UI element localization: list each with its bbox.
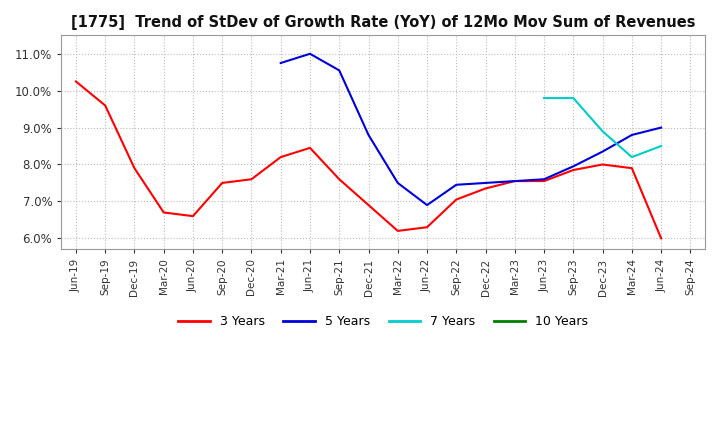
- Title: [1775]  Trend of StDev of Growth Rate (YoY) of 12Mo Mov Sum of Revenues: [1775] Trend of StDev of Growth Rate (Yo…: [71, 15, 696, 30]
- Legend: 3 Years, 5 Years, 7 Years, 10 Years: 3 Years, 5 Years, 7 Years, 10 Years: [174, 310, 593, 333]
